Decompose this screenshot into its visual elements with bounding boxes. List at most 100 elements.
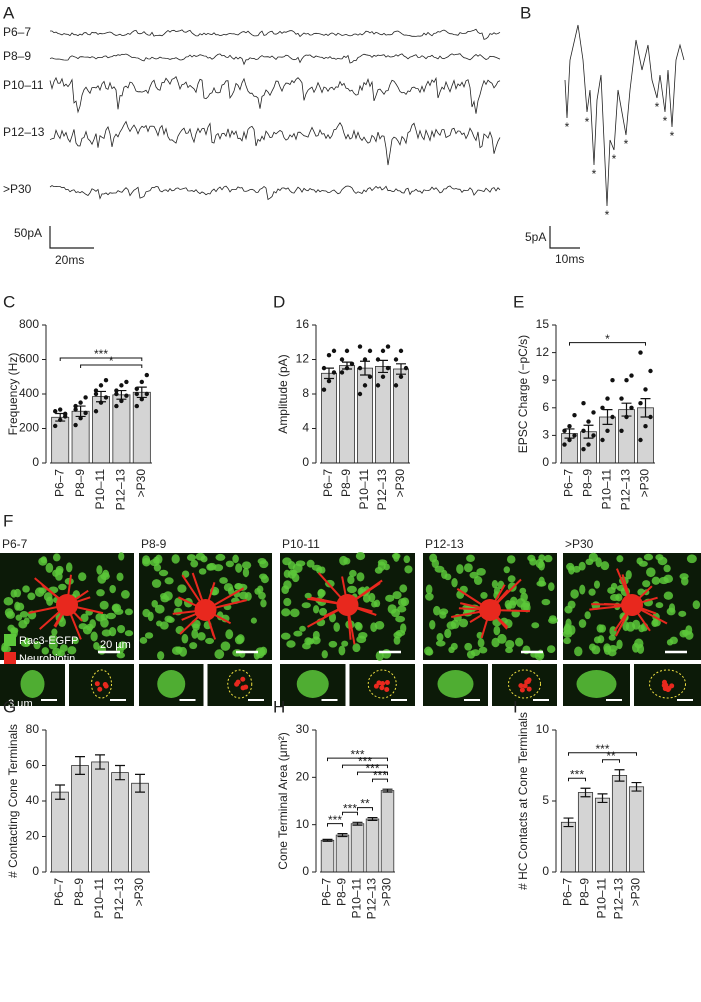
contact [384,679,390,685]
cell [478,646,488,654]
data-point [619,396,624,401]
contact [102,682,108,688]
cell [393,552,400,562]
terminal [157,670,186,698]
y-tick-label: 6 [542,400,549,414]
data-point [643,387,648,392]
cell [387,604,397,614]
cell [377,561,386,571]
cell [564,605,573,614]
significance-label: * [605,332,610,346]
significance-label: *** [94,347,108,361]
data-point [73,407,78,412]
x-tick-label: P10–11 [93,469,107,510]
data-point [114,391,119,397]
cell [38,587,47,594]
cell [151,600,158,608]
y-axis-label: Frequency (Hz) [6,353,20,436]
cell [651,619,659,627]
cell [281,608,291,617]
cell [205,637,215,645]
x-tick-label: P6–7 [52,469,66,497]
cell [48,634,58,642]
error-bar [135,773,145,793]
cell [491,637,500,648]
cell [339,555,348,566]
cell [395,615,406,623]
cell [663,591,674,600]
data-point [638,401,643,406]
error-bar [95,754,105,770]
data-point [375,357,381,362]
cell [139,637,148,644]
data-point [93,409,99,414]
cell [584,611,591,620]
data-point [624,378,629,383]
cell [574,646,583,657]
data-point [610,414,615,420]
significance-label: ** [606,749,616,763]
data-point [326,352,332,358]
cell [154,554,163,564]
significance-label: ** [360,797,370,811]
data-point [567,437,572,443]
cell [287,569,297,579]
cell [400,597,410,607]
data-point [344,365,350,371]
y-axis-label: # Contacting Cone Terminals [6,724,20,878]
bar [51,791,69,873]
contact [243,684,249,690]
outline [227,669,253,699]
x-tick-label: P10–11 [357,469,371,510]
y-tick-label: 800 [19,317,39,331]
cell [302,642,311,650]
cell [383,563,390,571]
data-point [605,396,610,401]
significance-label: * [109,354,114,368]
cell [171,554,180,564]
x-tick-label: P6–7 [52,878,66,906]
cell [174,597,183,607]
trace [49,53,501,66]
cell [448,646,455,654]
cell [234,582,243,590]
significance-label: *** [570,767,584,781]
cell [22,585,30,593]
error-bar [563,817,574,828]
x-tick-label: >P30 [380,878,394,907]
cell [547,582,555,592]
data-point [83,395,88,400]
y-tick-label: 3 [542,428,549,442]
cell [352,643,361,653]
cell [250,617,257,624]
cell [283,597,292,607]
cell [531,622,540,629]
contact [235,679,241,685]
cell [144,632,154,639]
cell [192,623,200,631]
terminal [296,670,329,698]
y-axis-label: EPSC Charge (−pC/s) [516,335,530,453]
cell [544,554,553,563]
cell [507,575,516,583]
error-bar [602,409,613,425]
cell [97,574,107,584]
y-tick-label: 400 [19,386,39,400]
cell [158,569,169,577]
data-point [73,403,78,409]
x-tick-label: P6–7 [562,469,576,497]
trace [50,28,501,40]
error-bar [597,793,608,804]
data-point [339,357,345,362]
soma [621,594,643,616]
cell [257,558,267,565]
cell [190,559,199,568]
cell [96,565,103,575]
panel-letter: E [513,292,524,311]
cell [444,628,452,639]
data-point [93,388,99,393]
cell [464,642,473,651]
data-point [78,400,83,405]
cell [198,568,207,575]
cell [191,629,199,639]
